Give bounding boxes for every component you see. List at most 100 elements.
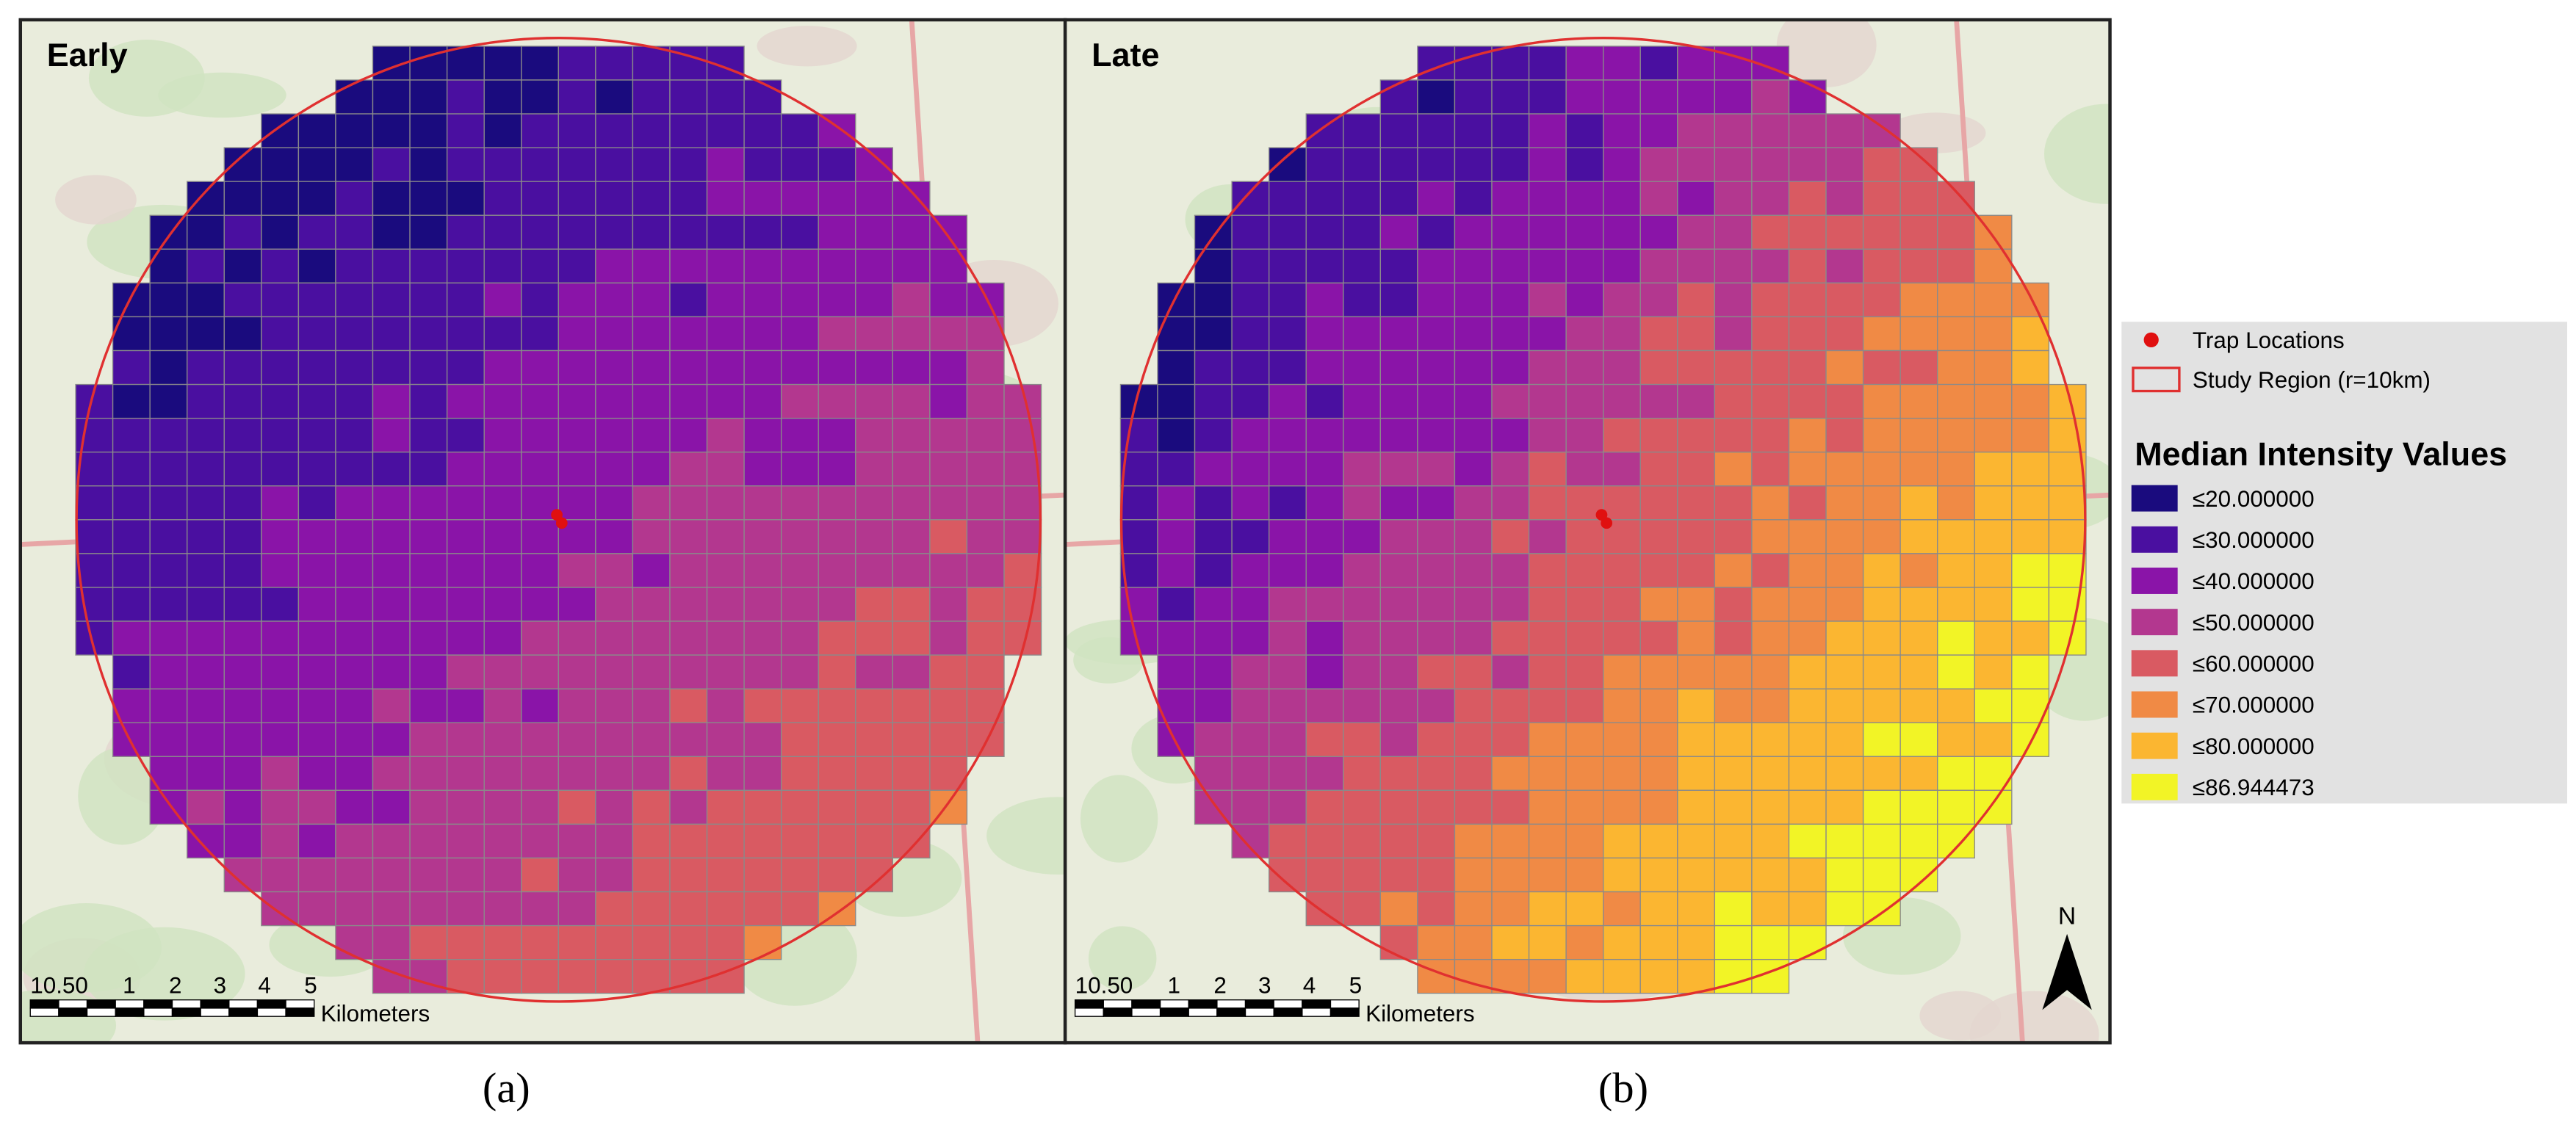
grid-cell xyxy=(521,214,559,250)
grid-cell xyxy=(818,383,856,419)
grid-cell xyxy=(521,857,559,893)
scale-bar-segment xyxy=(256,1007,286,1017)
grid-cell xyxy=(1528,823,1567,859)
basemap-patch xyxy=(2044,104,2110,204)
grid-cell xyxy=(261,383,300,419)
grid-cell xyxy=(483,214,522,250)
grid-cell xyxy=(818,756,856,792)
grid-cell xyxy=(1194,587,1233,622)
grid-cell xyxy=(1714,587,1753,622)
grid-cell xyxy=(1268,147,1307,182)
grid-cell xyxy=(743,654,782,690)
grid-cell xyxy=(521,181,559,216)
grid-cell xyxy=(1937,519,1975,554)
grid-cell xyxy=(1491,620,1530,656)
grid-cell xyxy=(1565,823,1604,859)
grid-cell xyxy=(1528,857,1567,893)
grid-cell xyxy=(1343,789,1382,825)
grid-cell xyxy=(743,350,782,386)
grid-cell xyxy=(1305,519,1344,554)
grid-cell xyxy=(632,147,671,182)
grid-cell xyxy=(446,587,485,622)
grid-cell xyxy=(446,147,485,182)
grid-cell xyxy=(1862,587,1901,622)
grid-cell xyxy=(706,383,745,419)
grid-cell xyxy=(966,654,1005,690)
grid-cell xyxy=(1528,553,1567,588)
grid-cell xyxy=(669,688,708,723)
grid-cell xyxy=(966,282,1005,318)
grid-cell xyxy=(1417,857,1456,893)
grid-cell xyxy=(409,823,448,859)
grid-cell xyxy=(149,452,188,487)
legend-swatch xyxy=(2131,485,2178,512)
grid-cell xyxy=(1379,587,1418,622)
grid-cell xyxy=(1639,147,1678,182)
grid-cell xyxy=(446,248,485,284)
grid-cell xyxy=(261,316,300,352)
grid-cell xyxy=(372,417,411,453)
grid-cell xyxy=(1305,248,1344,284)
grid-cell xyxy=(1268,248,1307,284)
grid-cell xyxy=(1751,417,1790,453)
legend-class-label: ≤60.000000 xyxy=(2193,651,2315,677)
grid-cell xyxy=(632,924,671,960)
grid-cell xyxy=(261,553,300,588)
grid-cell xyxy=(706,857,745,893)
grid-cell xyxy=(483,248,522,284)
grid-cell xyxy=(372,214,411,250)
grid-cell xyxy=(335,891,374,927)
grid-cell xyxy=(743,113,782,148)
grid-cell xyxy=(1491,485,1530,521)
grid-cell xyxy=(297,722,336,757)
grid-cell xyxy=(1491,46,1530,81)
grid-cell xyxy=(1788,282,1827,318)
grid-cell xyxy=(1157,654,1196,690)
grid-cell xyxy=(409,485,448,521)
grid-cell xyxy=(1788,756,1827,792)
grid-cell xyxy=(1343,857,1382,893)
grid-cell xyxy=(1379,857,1418,893)
grid-cell xyxy=(780,857,819,893)
grid-cell xyxy=(446,958,485,994)
grid-cell xyxy=(743,789,782,825)
grid-cell xyxy=(521,79,559,115)
grid-cell xyxy=(297,452,336,487)
grid-cell xyxy=(1677,553,1716,588)
scale-label: 10.50 xyxy=(30,973,88,999)
grid-cell xyxy=(743,181,782,216)
grid-cell xyxy=(855,519,894,554)
grid-cell xyxy=(706,452,745,487)
grid-cell xyxy=(929,248,968,284)
grid-cell xyxy=(1639,688,1678,723)
grid-cell xyxy=(1899,214,1938,250)
grid-cell xyxy=(1454,417,1493,453)
grid-cell xyxy=(223,485,262,521)
legend-class-label: ≤50.000000 xyxy=(2193,609,2315,635)
grid-cell xyxy=(1677,79,1716,115)
grid-cell xyxy=(1343,214,1382,250)
grid-cell xyxy=(1491,722,1530,757)
grid-cell xyxy=(1825,485,1864,521)
legend-region-label: Study Region (r=10km) xyxy=(2193,367,2431,393)
grid-cell xyxy=(669,553,708,588)
scale-label: 4 xyxy=(1303,973,1316,999)
grid-cell xyxy=(1305,553,1344,588)
grid-cell xyxy=(261,688,300,723)
grid-cell xyxy=(1565,181,1604,216)
grid-cell xyxy=(446,79,485,115)
grid-cell xyxy=(409,891,448,927)
grid-cell xyxy=(149,383,188,419)
grid-cell xyxy=(1343,316,1382,352)
grid-cell xyxy=(1751,722,1790,757)
grid-cell xyxy=(223,722,262,757)
grid-cell xyxy=(1379,113,1418,148)
grid-cell xyxy=(483,383,522,419)
grid-cell xyxy=(1157,417,1196,453)
grid-cell xyxy=(855,485,894,521)
grid-cell xyxy=(1677,587,1716,622)
grid-cell xyxy=(669,214,708,250)
grid-cell xyxy=(892,383,931,419)
grid-cell xyxy=(1788,823,1827,859)
grid-cell xyxy=(1899,350,1938,386)
